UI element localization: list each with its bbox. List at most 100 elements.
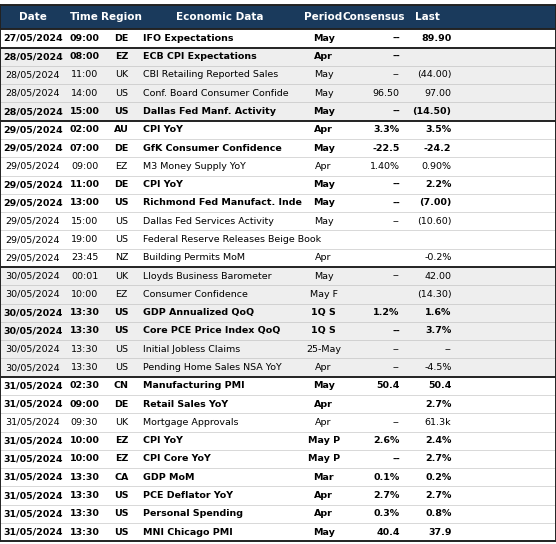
Text: --: -- [392, 326, 400, 336]
Text: US: US [114, 107, 129, 116]
Text: 2.2%: 2.2% [425, 180, 451, 189]
Text: -22.5: -22.5 [373, 144, 400, 152]
Text: Initial Jobless Claims: Initial Jobless Claims [143, 345, 240, 354]
Text: 09:00: 09:00 [70, 400, 100, 409]
Text: EZ: EZ [115, 162, 128, 171]
Bar [0, 505, 556, 523]
Bar [0, 267, 556, 285]
Text: 1.2%: 1.2% [374, 308, 400, 317]
Text: (14.30): (14.30) [417, 290, 451, 299]
Text: 30/05/2024: 30/05/2024 [3, 326, 62, 336]
Text: 31/05/2024: 31/05/2024 [6, 418, 60, 427]
Text: 1Q S: 1Q S [311, 326, 336, 336]
Text: CPI YoY: CPI YoY [143, 125, 183, 134]
Text: May P: May P [307, 436, 340, 445]
Text: 11:00: 11:00 [71, 70, 98, 79]
Text: (44.00): (44.00) [417, 70, 451, 79]
Text: Federal Reserve Releases Beige Book: Federal Reserve Releases Beige Book [143, 235, 321, 244]
Text: 10:00: 10:00 [71, 290, 98, 299]
Text: 29/05/2024: 29/05/2024 [6, 217, 60, 226]
Text: UK: UK [115, 70, 128, 79]
Text: US: US [114, 509, 129, 518]
Text: 31/05/2024: 31/05/2024 [3, 509, 63, 518]
Text: 2.7%: 2.7% [425, 400, 451, 409]
Text: 1Q S: 1Q S [311, 308, 336, 317]
Text: 29/05/2024: 29/05/2024 [3, 125, 63, 134]
Text: May: May [312, 528, 335, 536]
Text: 3.5%: 3.5% [425, 125, 451, 134]
Text: DE: DE [115, 34, 128, 43]
Bar [0, 5, 556, 29]
Text: 31/05/2024: 31/05/2024 [3, 473, 63, 482]
Text: 02:00: 02:00 [70, 125, 100, 134]
Text: 28/05/2024: 28/05/2024 [3, 107, 63, 116]
Bar [0, 84, 556, 102]
Text: 30/05/2024: 30/05/2024 [6, 363, 60, 372]
Text: Last: Last [415, 13, 440, 22]
Text: MNI Chicago PMI: MNI Chicago PMI [143, 528, 232, 536]
Text: 1.6%: 1.6% [425, 308, 451, 317]
Bar [0, 249, 556, 267]
Text: Apr: Apr [314, 52, 333, 61]
Text: 37.9: 37.9 [428, 528, 451, 536]
Text: Apr: Apr [315, 162, 332, 171]
Bar [0, 486, 556, 505]
Text: 27/05/2024: 27/05/2024 [3, 34, 63, 43]
Text: --: -- [392, 107, 400, 116]
Text: NZ: NZ [115, 254, 128, 262]
Text: Consumer Confidence: Consumer Confidence [143, 290, 248, 299]
Text: May: May [312, 107, 335, 116]
Text: May P: May P [307, 454, 340, 463]
Text: 40.4: 40.4 [376, 528, 400, 536]
Text: 14:00: 14:00 [71, 89, 98, 98]
Text: GDP Annualized QoQ: GDP Annualized QoQ [143, 308, 254, 317]
Text: -0.2%: -0.2% [424, 254, 451, 262]
Text: 2.7%: 2.7% [425, 491, 451, 500]
Text: May: May [312, 381, 335, 391]
Text: --: -- [392, 199, 400, 207]
Bar [0, 157, 556, 176]
Bar [0, 285, 556, 304]
Text: 28/05/2024: 28/05/2024 [6, 70, 60, 79]
Text: GDP MoM: GDP MoM [143, 473, 195, 482]
Text: 0.3%: 0.3% [374, 509, 400, 518]
Text: Apr: Apr [314, 400, 333, 409]
Text: Conf. Board Consumer Confide: Conf. Board Consumer Confide [143, 89, 289, 98]
Text: 0.2%: 0.2% [425, 473, 451, 482]
Text: US: US [114, 326, 129, 336]
Text: 02:30: 02:30 [70, 381, 100, 391]
Text: 15:00: 15:00 [70, 107, 100, 116]
Text: EZ: EZ [115, 454, 128, 463]
Text: US: US [114, 199, 129, 207]
Text: US: US [115, 89, 128, 98]
Text: 25-May: 25-May [306, 345, 341, 354]
Text: 3.7%: 3.7% [425, 326, 451, 336]
Text: 28/05/2024: 28/05/2024 [6, 89, 60, 98]
Text: ECB CPI Expectations: ECB CPI Expectations [143, 52, 257, 61]
Text: 13:30: 13:30 [70, 509, 100, 518]
Text: 31/05/2024: 31/05/2024 [3, 528, 63, 536]
Text: US: US [114, 491, 129, 500]
Text: 09:00: 09:00 [70, 34, 100, 43]
Bar [0, 523, 556, 541]
Text: 13:30: 13:30 [70, 528, 100, 536]
Bar [0, 395, 556, 413]
Text: US: US [114, 308, 129, 317]
Text: --: -- [393, 271, 400, 281]
Text: 30/05/2024: 30/05/2024 [6, 290, 60, 299]
Text: --: -- [392, 454, 400, 463]
Text: 29/05/2024: 29/05/2024 [6, 235, 60, 244]
Text: --: -- [392, 34, 400, 43]
Text: 29/05/2024: 29/05/2024 [6, 162, 60, 171]
Bar [0, 47, 556, 66]
Text: PCE Deflator YoY: PCE Deflator YoY [143, 491, 233, 500]
Text: 31/05/2024: 31/05/2024 [3, 381, 63, 391]
Text: 31/05/2024: 31/05/2024 [3, 454, 63, 463]
Text: 11:00: 11:00 [70, 180, 100, 189]
Text: 13:30: 13:30 [70, 491, 100, 500]
Text: 15:00: 15:00 [71, 217, 98, 226]
Bar [0, 413, 556, 431]
Text: (10.60): (10.60) [417, 217, 451, 226]
Bar [0, 340, 556, 358]
Text: DE: DE [115, 144, 128, 152]
